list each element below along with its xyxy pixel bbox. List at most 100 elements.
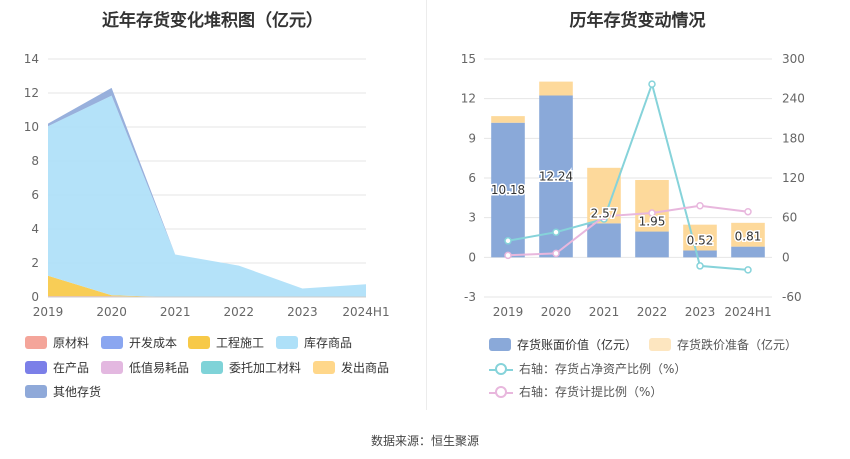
bar-impairment	[539, 81, 573, 96]
y-left-tick-label: 9	[468, 131, 476, 145]
stacked-area-chart: 0 2 4 6 8 10 12 14 2019 2020 2021 2022 2023 2024H1	[24, 52, 390, 319]
inventory-bar-line-chart: -3 0 3 6 9 12 15 -60 0 60 120 180 240 300 2019 2020 2021…	[461, 52, 805, 319]
legend-item-wip[interactable]: 在产品	[25, 359, 89, 376]
x-tick-label: 2021	[160, 305, 191, 319]
legend-label: 工程施工	[216, 336, 265, 350]
line-point	[696, 262, 704, 270]
line-point	[744, 207, 752, 216]
x-tick-label: 2019	[493, 305, 524, 319]
bar-impairment	[731, 222, 765, 247]
legend-item-finished-goods[interactable]: 库存商品	[276, 334, 352, 351]
legend-item-raw-material[interactable]: 原材料	[25, 334, 89, 351]
legend-swatch	[188, 336, 210, 349]
y-left-tick-label: 6	[468, 171, 476, 185]
legend-line-marker	[489, 385, 513, 399]
y-left-tick-label: 12	[461, 92, 476, 106]
line-point	[648, 209, 656, 217]
line-point	[648, 80, 656, 88]
y-right-tick-label: 120	[782, 171, 805, 185]
bar-impairment	[491, 116, 525, 123]
legend-item-inventory-to-net-assets[interactable]: 右轴：存货占净资产比例（%）	[489, 360, 686, 377]
y-tick-label: 14	[24, 52, 39, 66]
area-series-其他存货	[48, 87, 366, 289]
x-tick-label: 2020	[96, 305, 127, 319]
y-right-tick-label: -60	[782, 290, 802, 304]
y-right-tick-label: 0	[782, 250, 790, 264]
y-left-tick-label: 3	[468, 211, 476, 225]
line-point	[600, 212, 608, 221]
legend-item-consumables[interactable]: 低值易耗品	[101, 359, 189, 376]
line-point	[504, 237, 512, 245]
legend-label: 开发成本	[129, 336, 178, 350]
bar-value-label: 1.95	[639, 215, 666, 229]
x-tick-label: 2024H1	[724, 305, 771, 319]
x-tick-label: 2021	[589, 305, 620, 319]
line-point	[552, 249, 560, 258]
legend-item-construction[interactable]: 工程施工	[188, 334, 264, 351]
legend-item-development-cost[interactable]: 开发成本	[101, 334, 177, 351]
x-tick-label: 2022	[224, 305, 255, 319]
legend-swatch	[25, 361, 47, 374]
legend-swatch	[101, 361, 123, 374]
legend-label: 原材料	[53, 336, 90, 350]
bar-book-value	[491, 122, 525, 258]
panel-divider	[426, 0, 427, 410]
bar-book-value	[683, 250, 717, 258]
area-series-工程施工	[48, 275, 366, 297]
legend-label: 库存商品	[304, 336, 353, 350]
legend-label: 存货跌价准备（亿元）	[677, 338, 798, 352]
legend-item-other-inventory[interactable]: 其他存货	[25, 383, 101, 400]
y-right-tick-label: 180	[782, 131, 805, 145]
legend-swatch	[276, 336, 298, 349]
x-tick-label: 2019	[33, 305, 64, 319]
x-tick-label: 2024H1	[342, 305, 389, 319]
y-tick-label: 6	[31, 188, 39, 202]
x-tick-label: 2022	[637, 305, 668, 319]
legend-item-consigned-materials[interactable]: 委托加工材料	[201, 359, 301, 376]
legend-swatch	[201, 361, 223, 374]
bar-value-label: 0.52	[687, 233, 714, 247]
y-tick-label: 12	[24, 86, 39, 100]
legend-item-provision-ratio[interactable]: 右轴：存货计提比例（%）	[489, 383, 662, 400]
legend-label: 低值易耗品	[129, 361, 190, 375]
bar-value-label: 0.81	[735, 230, 762, 244]
y-tick-label: 2	[31, 256, 39, 270]
legend-swatch	[101, 336, 123, 349]
line-point	[744, 266, 752, 274]
bar-book-value	[731, 246, 765, 258]
legend-swatch	[25, 385, 47, 398]
legend-item-impairment[interactable]: 存货跌价准备（亿元）	[649, 336, 797, 353]
legend-label: 在产品	[53, 361, 90, 375]
y-left-tick-label: -3	[464, 290, 476, 304]
y-left-tick-label: 15	[461, 52, 476, 66]
bar-impairment	[683, 224, 717, 251]
x-tick-label: 2023	[287, 305, 318, 319]
legend-label: 其他存货	[53, 385, 102, 399]
bar-value-label: 2.57	[591, 206, 618, 220]
y-right-tick-label: 300	[782, 52, 805, 66]
x-tick-label: 2023	[685, 305, 716, 319]
legend-item-goods-shipped[interactable]: 发出商品	[313, 359, 389, 376]
y-right-tick-label: 240	[782, 92, 805, 106]
y-tick-label: 4	[31, 222, 39, 236]
legend-swatch	[25, 336, 47, 349]
line-point	[552, 228, 560, 236]
bar-value-label: 10.18	[491, 183, 525, 197]
left-chart-title: 近年存货变化堆积图（亿元）	[102, 11, 323, 31]
bar-book-value	[635, 231, 669, 258]
x-tick-label: 2020	[541, 305, 572, 319]
y-tick-label: 0	[31, 290, 39, 304]
legend-label: 右轴：存货占净资产比例（%）	[519, 362, 687, 376]
legend-label: 发出商品	[341, 361, 390, 375]
right-chart-title: 历年存货变动情况	[569, 11, 706, 31]
legend-line-marker	[489, 362, 513, 376]
line-point	[504, 251, 512, 260]
area-series-库存商品	[48, 95, 366, 297]
legend-label: 右轴：存货计提比例（%）	[519, 385, 663, 399]
line-point	[696, 202, 704, 210]
legend-label: 存货账面价值（亿元）	[517, 338, 638, 352]
legend-item-book-value[interactable]: 存货账面价值（亿元）	[489, 336, 637, 353]
y-tick-label: 10	[24, 120, 39, 134]
data-source-footer: 数据来源：恒生聚源	[370, 434, 479, 448]
legend-swatch	[649, 338, 671, 351]
